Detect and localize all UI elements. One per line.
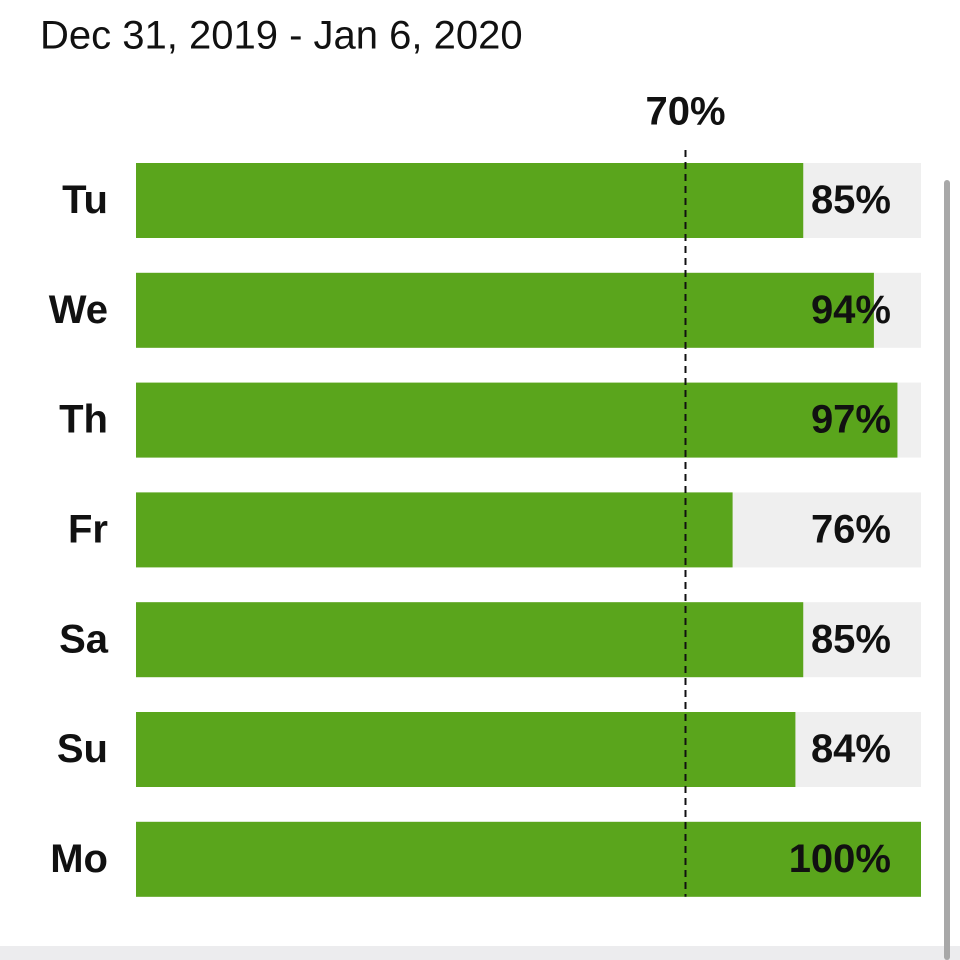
value-label: 85% — [811, 617, 891, 661]
bar — [136, 492, 733, 568]
category-label: Tu — [62, 178, 108, 222]
value-label: 97% — [811, 398, 891, 442]
chart-title: Dec 31, 2019 - Jan 6, 2020 — [40, 14, 523, 58]
value-label: 84% — [811, 727, 891, 771]
value-label: 76% — [811, 507, 891, 551]
bar — [136, 712, 796, 787]
bar — [136, 821, 921, 897]
bar — [136, 272, 874, 348]
category-label: Fr — [68, 507, 108, 551]
category-label: Mo — [50, 837, 108, 881]
reference-label: 70% — [645, 90, 725, 134]
category-label: Sa — [59, 617, 109, 661]
bar — [136, 382, 898, 458]
bar — [136, 602, 804, 678]
category-label: Th — [59, 398, 108, 442]
category-label: We — [49, 288, 108, 332]
value-label: 94% — [811, 288, 891, 332]
bar — [136, 163, 804, 238]
category-label: Su — [57, 727, 108, 771]
bottom-bar — [0, 946, 960, 960]
value-label: 85% — [811, 178, 891, 222]
value-label: 100% — [789, 837, 891, 881]
scrollbar[interactable] — [944, 180, 950, 960]
